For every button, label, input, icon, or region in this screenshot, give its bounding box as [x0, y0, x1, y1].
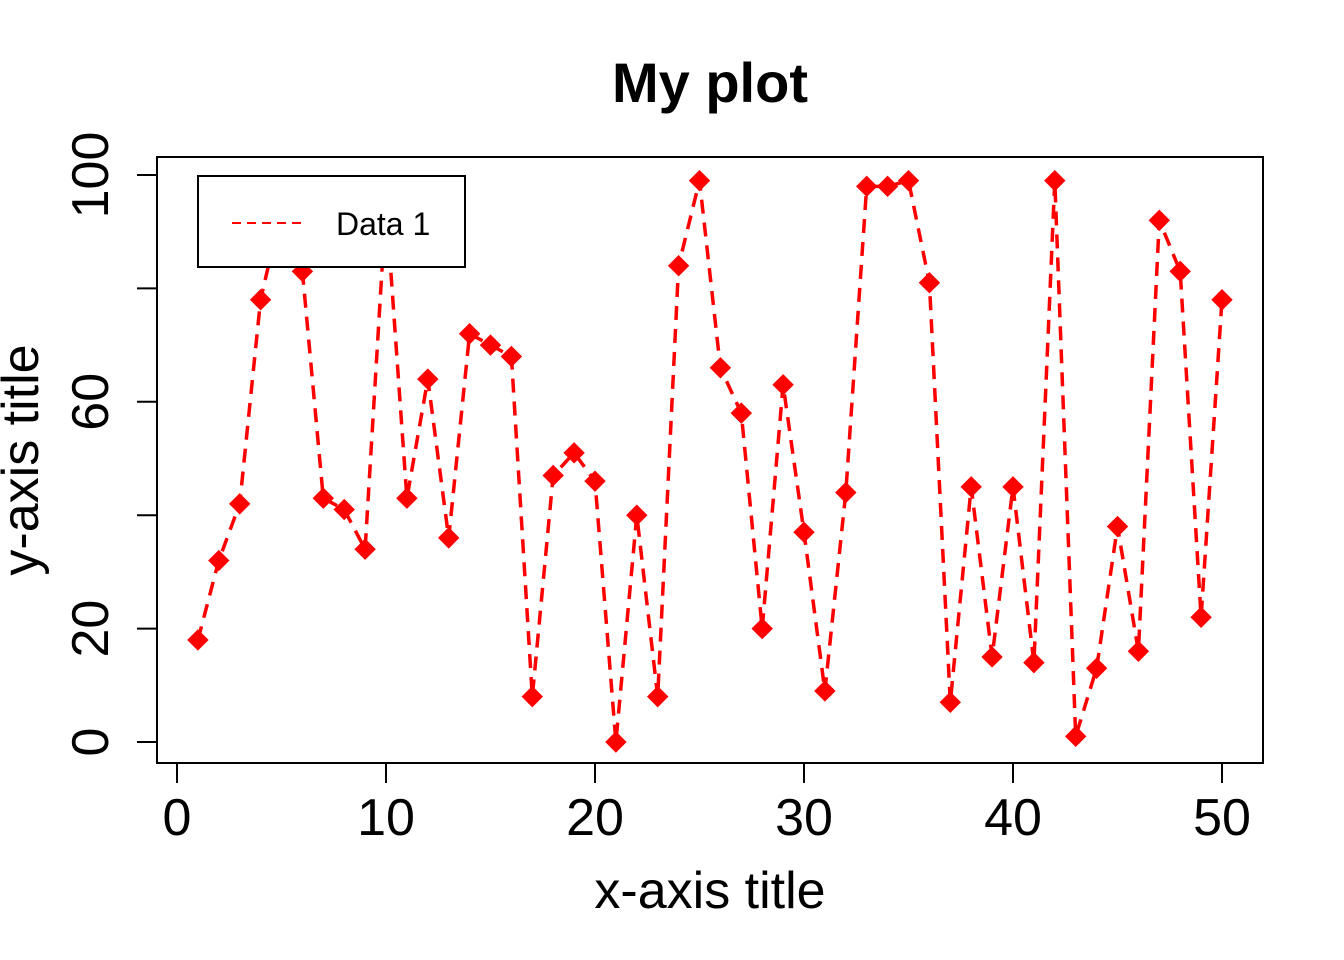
data-point	[730, 402, 753, 424]
data-point	[458, 323, 481, 345]
data-point	[563, 442, 585, 464]
data-point	[228, 493, 251, 515]
data-point	[354, 538, 376, 560]
data-point	[542, 464, 564, 487]
data-point	[187, 629, 209, 651]
series-layer	[187, 169, 1233, 753]
data-point	[1023, 651, 1045, 674]
data-point	[667, 255, 690, 277]
x-tick-label: 0	[163, 789, 192, 847]
y-tick-label: 20	[62, 600, 120, 658]
data-point	[333, 498, 355, 521]
data-point	[855, 175, 878, 198]
data-point	[521, 685, 544, 708]
data-point	[1211, 289, 1233, 311]
y-axis: 0 20 60 100	[62, 132, 158, 757]
data-point	[814, 680, 836, 702]
data-point	[918, 272, 941, 294]
legend-box	[197, 175, 466, 268]
data-point	[897, 169, 920, 192]
data-point	[1044, 169, 1066, 192]
data-point	[835, 481, 857, 504]
data-point	[751, 617, 773, 640]
y-tick-label: 60	[62, 373, 120, 431]
data-point	[688, 169, 711, 192]
legend-label: Data 1	[336, 206, 430, 242]
data-point	[960, 476, 982, 498]
data-point	[981, 646, 1003, 668]
data-point	[396, 487, 418, 509]
data-point	[793, 521, 815, 543]
data-point	[939, 691, 962, 714]
x-axis-title: x-axis title	[594, 862, 825, 920]
data-point	[479, 334, 502, 356]
y-axis-title: y-axis title	[0, 344, 50, 575]
x-tick-label: 10	[357, 789, 415, 847]
data-point	[437, 527, 460, 549]
x-tick-label: 30	[775, 789, 833, 847]
data-point	[1002, 476, 1024, 498]
data-point	[1190, 606, 1212, 628]
data-point	[500, 345, 523, 368]
data-point	[584, 470, 606, 492]
data-point	[1085, 657, 1108, 679]
legend: Data 1	[197, 175, 466, 268]
data-point	[417, 368, 439, 390]
data-point	[772, 374, 794, 396]
data-point	[249, 289, 272, 311]
data-point	[646, 685, 669, 708]
data-point	[1064, 725, 1087, 748]
data-point	[1106, 515, 1129, 538]
data-point	[876, 175, 899, 198]
x-tick-label: 20	[566, 789, 624, 847]
data-point	[1148, 209, 1171, 232]
x-tick-label: 50	[1193, 789, 1251, 847]
y-tick-label: 0	[62, 728, 120, 757]
data-point	[626, 504, 648, 526]
data-point	[1169, 260, 1191, 283]
chart-title: My plot	[612, 51, 808, 114]
y-tick-label: 100	[62, 132, 120, 219]
data-point	[605, 731, 627, 753]
data-point	[208, 549, 230, 572]
data-point	[1127, 640, 1150, 662]
data-point	[312, 487, 335, 509]
data-point	[709, 357, 732, 379]
x-axis: 0 10 20 30 40 50	[163, 762, 1251, 847]
x-tick-label: 40	[984, 789, 1042, 847]
series-line	[196, 178, 1224, 743]
